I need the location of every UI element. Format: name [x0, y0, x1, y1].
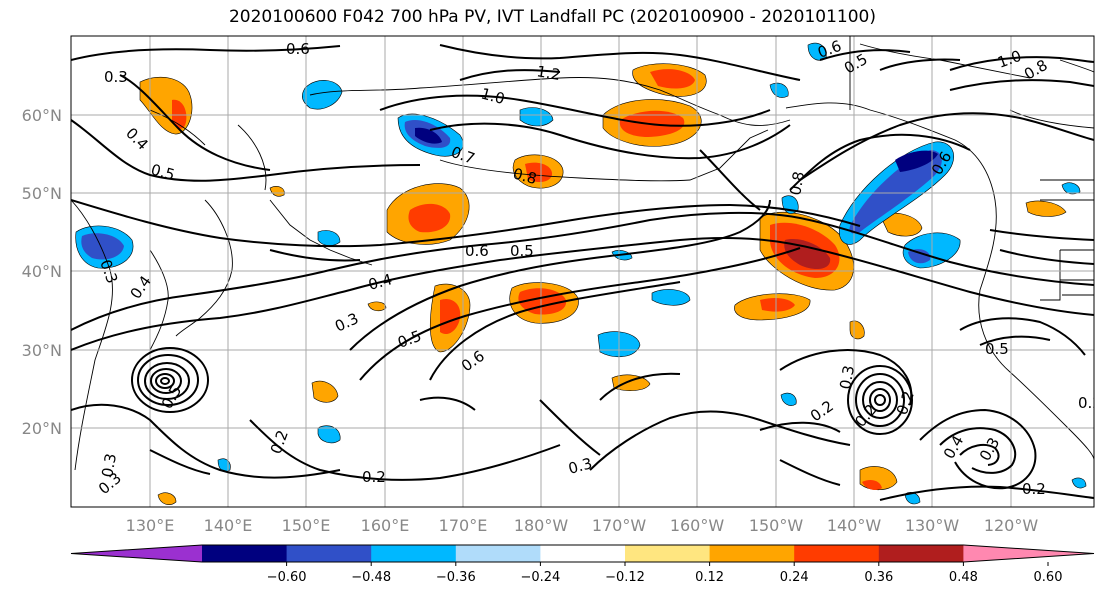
pv-contours [71, 44, 1094, 501]
contour-label: 0.2 [1022, 480, 1046, 498]
colorbar-segment [202, 545, 288, 562]
lon-label: 120°W [984, 516, 1039, 535]
lon-label: 180°W [514, 516, 569, 535]
negative-anomaly [1071, 477, 1087, 489]
colorbar-tick-label: −0.24 [520, 570, 560, 585]
contour-label: 0.8 [786, 170, 808, 197]
contour-label: 0.5 [510, 242, 534, 260]
lat-label: 60°N [22, 106, 62, 125]
colorbar-segment [794, 545, 880, 562]
contour-label: 0.3 [98, 452, 120, 479]
colorbar-tick-label: −0.36 [436, 570, 476, 585]
colorbar-tick-label: 0.12 [695, 570, 724, 585]
pc-shading [75, 42, 1087, 505]
positive-anomaly [862, 480, 882, 490]
negative-anomaly [217, 458, 231, 472]
contour-label: 0.3 [566, 454, 594, 478]
negative-anomaly [769, 82, 789, 98]
lon-label: 170°W [592, 516, 647, 535]
colorbar: −0.60 −0.48 −0.36 −0.24 −0.12 0.12 0.24 0.36 0.4… [70, 544, 1095, 585]
contour-label: 0.2 [1078, 394, 1102, 412]
contour-label: 1.2 [535, 62, 562, 84]
lat-label: 50°N [22, 184, 62, 203]
contour-label: 0.6 [465, 242, 489, 260]
colorbar-tick-label: 0.60 [1034, 570, 1063, 585]
positive-anomaly [311, 380, 339, 403]
colorbar-tick-label: −0.48 [351, 570, 391, 585]
negative-anomaly [81, 233, 124, 260]
colorbar-tick-label: 0.24 [780, 570, 809, 585]
contour-label: 0.3 [104, 68, 128, 86]
lon-label: 150°E [282, 516, 331, 535]
colorbar-extend-min [71, 545, 202, 562]
colorbar-segment [455, 545, 541, 562]
lon-label: 160°E [361, 516, 410, 535]
colorbar-tick-label: −0.60 [267, 570, 307, 585]
negative-anomaly [415, 127, 442, 144]
lat-label: 40°N [22, 262, 62, 281]
negative-anomaly [895, 150, 938, 172]
positive-anomaly [760, 297, 795, 312]
positive-anomaly [408, 203, 451, 233]
positive-anomaly [650, 69, 695, 89]
contour-label: 0.4 [366, 270, 394, 294]
positive-anomaly [879, 212, 923, 237]
positive-anomaly [611, 374, 651, 391]
negative-anomaly [849, 150, 942, 234]
longitude-labels: 130°E 140°E 150°E 160°E 170°E 180°W 170°… [126, 516, 1039, 535]
negative-anomaly [317, 425, 341, 444]
coastlines [71, 36, 1094, 471]
negative-anomaly [317, 230, 341, 246]
lon-label: 160°W [670, 516, 725, 535]
colorbar-segment [371, 545, 457, 562]
positive-anomaly [172, 99, 187, 129]
contour-label: 0.3 [836, 364, 858, 391]
colorbar-segment [625, 545, 711, 562]
colorbar-segment [286, 545, 372, 562]
colorbar-tick-label: 0.36 [864, 570, 893, 585]
colorbar-tick-label: −0.12 [605, 570, 645, 585]
positive-anomaly [440, 298, 461, 335]
positive-anomaly [157, 492, 177, 505]
negative-anomaly [780, 392, 797, 406]
colorbar-segment [709, 545, 795, 562]
negative-anomaly [301, 80, 343, 110]
colorbar-tick-label: 0.48 [949, 570, 978, 585]
contour-label: 0.2 [362, 468, 386, 486]
positive-anomaly [1025, 200, 1067, 217]
negative-anomaly [1061, 182, 1081, 195]
lat-label: 20°N [22, 419, 62, 438]
colorbar-extend-max [963, 545, 1094, 562]
latitude-labels: 60°N 50°N 40°N 30°N 20°N [22, 106, 62, 438]
lon-label: 130°W [905, 516, 960, 535]
lon-label: 130°E [126, 516, 175, 535]
map-title: 2020100600 F042 700 hPa PV, IVT Landfall… [228, 7, 876, 27]
contour-label: 0.5 [985, 340, 1009, 358]
colorbar-segment [878, 545, 964, 562]
contour-label: 0.8 [511, 164, 539, 188]
lon-label: 140°E [204, 516, 253, 535]
lon-label: 150°W [749, 516, 804, 535]
contour-label: 0.6 [286, 40, 310, 58]
contour-label: 1.0 [479, 84, 507, 108]
contour-label: 0.5 [149, 160, 177, 184]
positive-anomaly [525, 162, 553, 183]
map-frame [70, 35, 1095, 508]
positive-anomaly [784, 239, 831, 270]
negative-anomaly [519, 107, 554, 127]
positive-anomaly [367, 301, 387, 312]
negative-anomaly [651, 289, 691, 306]
lon-label: 140°W [827, 516, 882, 535]
negative-anomaly [908, 249, 931, 264]
colorbar-outline [70, 544, 1095, 563]
lon-label: 170°E [439, 516, 488, 535]
colorbar-segment [540, 545, 626, 562]
lat-label: 30°N [22, 341, 62, 360]
